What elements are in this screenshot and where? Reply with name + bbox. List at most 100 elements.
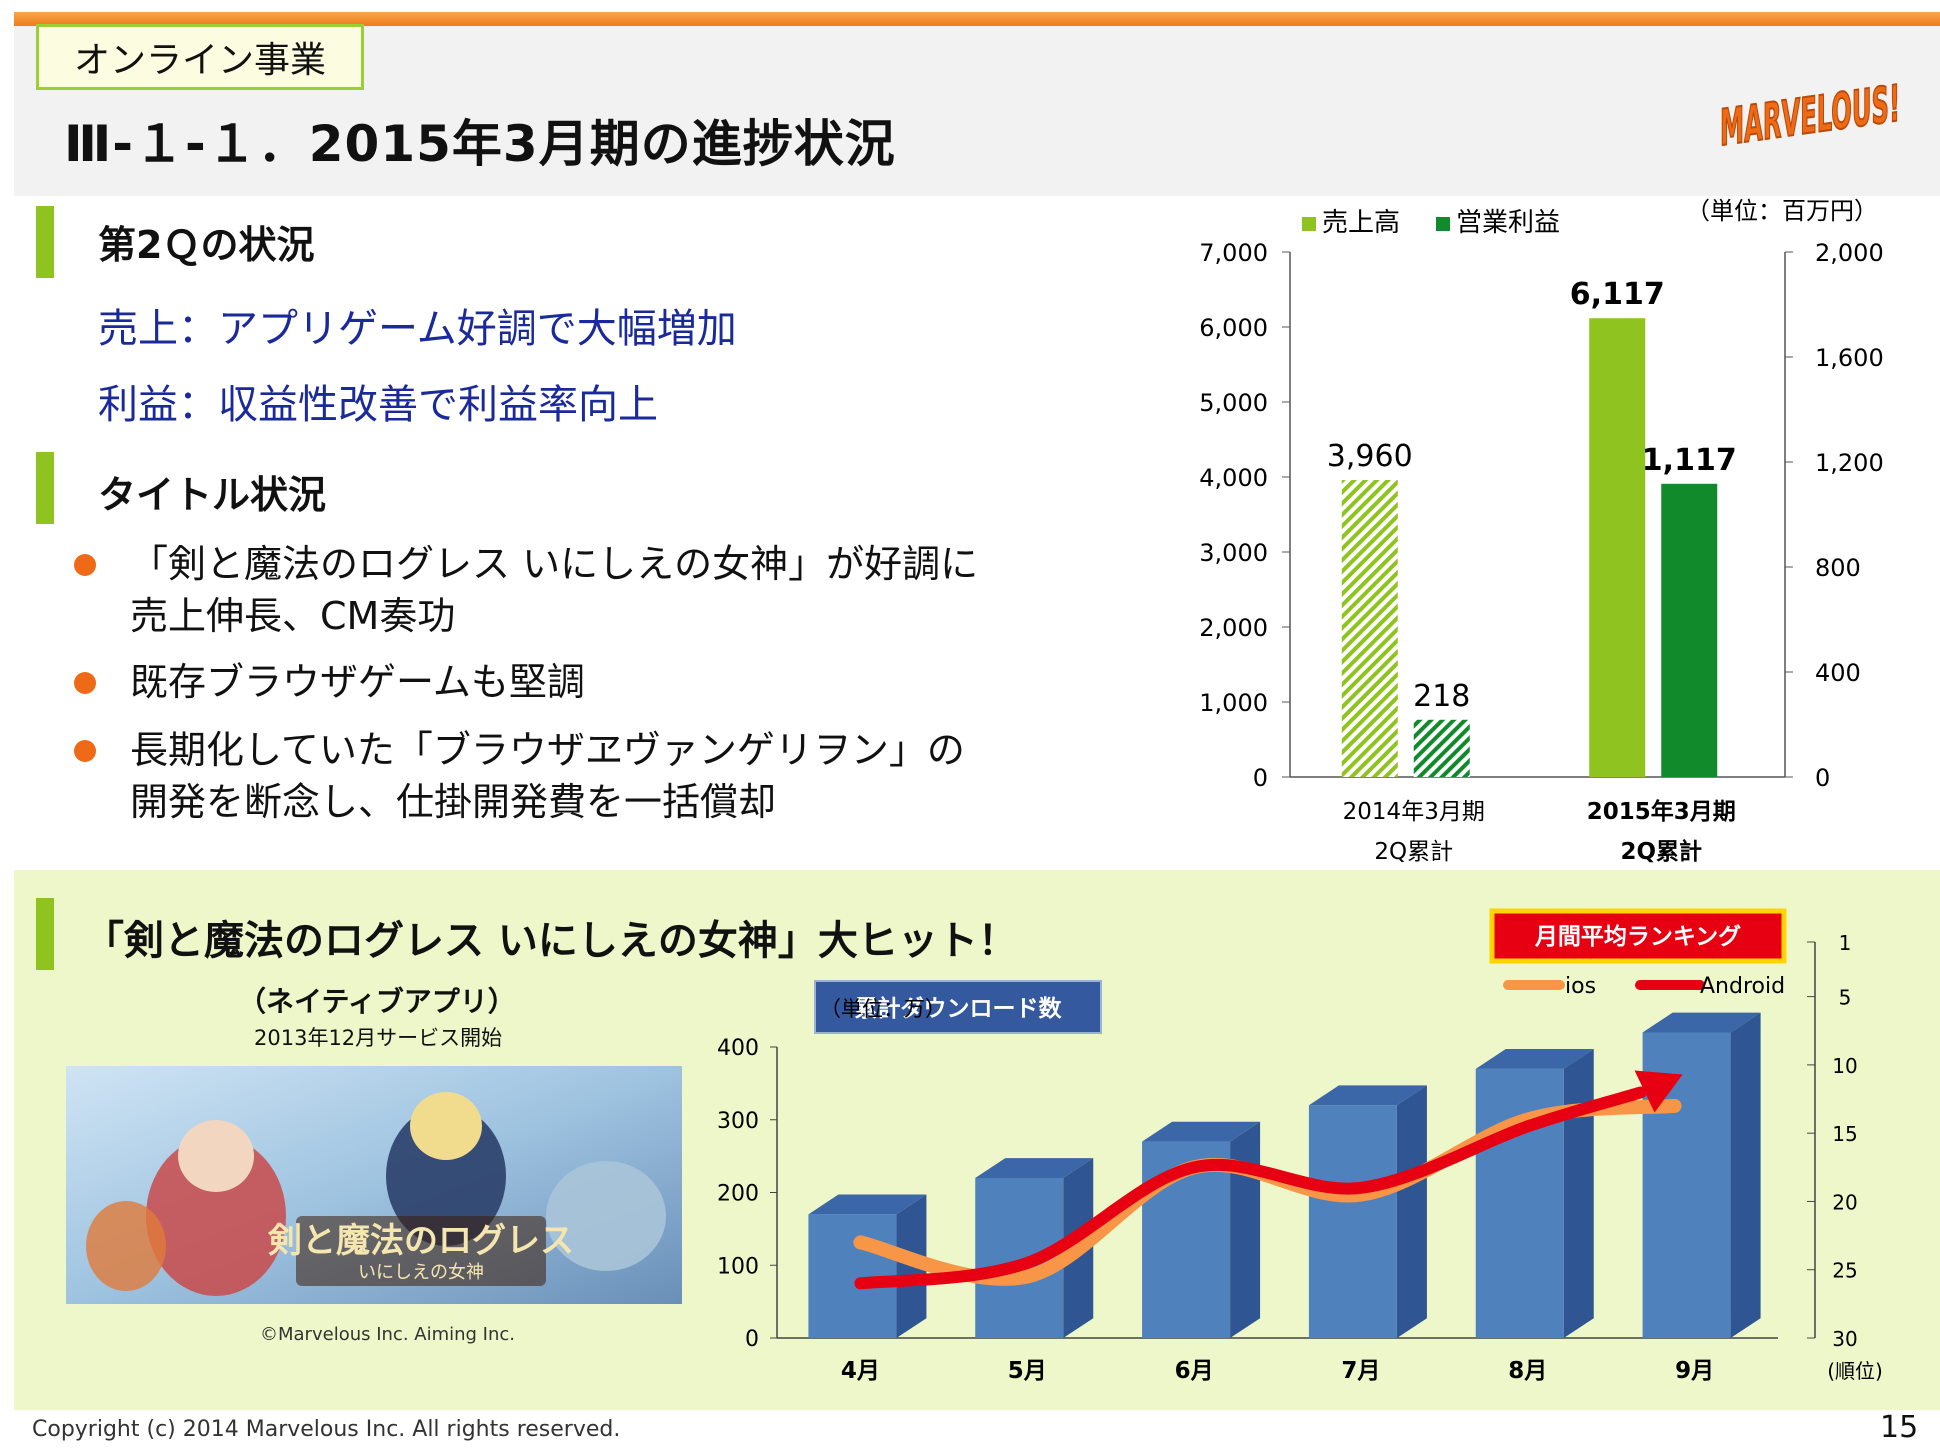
download-title: 累計ダウンロード数 — [855, 995, 1063, 1022]
page-number: 15 — [1880, 1410, 1919, 1445]
character-shape — [178, 1120, 254, 1192]
x-tick-label: 9月 — [1675, 1358, 1714, 1384]
chart-marks — [808, 1012, 1761, 1338]
y-tick-label: 7,000 — [1199, 239, 1268, 267]
data-label: 6,117 — [1570, 277, 1665, 312]
line-android — [854, 1086, 1647, 1290]
bar-sales — [1589, 318, 1646, 777]
legend-label-profit: 営業利益 — [1456, 208, 1560, 238]
x-tick-label: 2Q累計 — [1374, 839, 1453, 865]
service-start-label: 2013年12月サービス開始 — [254, 1026, 503, 1050]
x-tick-label: 8月 — [1508, 1358, 1547, 1384]
bar-top — [808, 1194, 927, 1215]
y2-tick-label: 0 — [1815, 764, 1830, 792]
chart-marks: 3,960 218 6,117 1,117 — [1327, 277, 1737, 777]
legend-swatch-sales — [1302, 217, 1316, 231]
game-logo-text: 剣と魔法のログレス — [267, 1221, 574, 1261]
y-tick-label: 400 — [717, 1036, 759, 1061]
y2-tick-label: 5 — [1839, 986, 1852, 1010]
section-marker — [36, 206, 54, 278]
y-tick-label: 6,000 — [1199, 314, 1268, 342]
y-tick-label: 0 — [1253, 764, 1268, 792]
bar-top — [1142, 1121, 1261, 1142]
y2-tick-label: 1,200 — [1815, 449, 1884, 477]
section-heading-q2: 第2Ｑの状況 — [98, 223, 315, 267]
y-tick-label: 2,000 — [1199, 614, 1268, 642]
bar-side — [1230, 1121, 1261, 1338]
download-unit-label: （単位：万） — [820, 997, 946, 1021]
sales-status-line: 売上：アプリゲーム好調で大幅増加 — [98, 306, 737, 352]
download-title-box — [814, 980, 1102, 1034]
logo-text: MARVELOUS! — [1720, 73, 1900, 154]
bar-sales — [1341, 480, 1398, 777]
creature-shape — [546, 1161, 666, 1271]
x-tick-label: 2Q累計 — [1620, 838, 1702, 865]
bar-profit — [1661, 483, 1718, 777]
x-tick-label: 6月 — [1175, 1358, 1214, 1384]
chart-unit-label: （単位：百万円） — [1686, 197, 1878, 225]
android-arrowhead — [1634, 1070, 1683, 1113]
marvelous-logo: MARVELOUS! — [1719, 72, 1901, 154]
bar-top — [1642, 1012, 1761, 1033]
legend-label-ios: ios — [1565, 974, 1596, 999]
y2-axis-label: (順位) — [1827, 1359, 1883, 1383]
y2-tick-label: 1 — [1839, 931, 1852, 955]
data-label: 218 — [1413, 679, 1470, 714]
y2-tick-label: 25 — [1832, 1259, 1857, 1283]
header-accent-bar — [14, 12, 1940, 26]
section-marker — [36, 898, 54, 970]
bar-side — [1563, 1049, 1594, 1338]
bullet-dot — [74, 740, 96, 762]
ranking-title-box — [1489, 908, 1787, 964]
page-title: Ⅲ-１-１．2015年3月期の進捗状況 — [64, 115, 896, 173]
y-tick-label: 4,000 — [1199, 464, 1268, 492]
chart-axes: 0 1,000 2,000 3,000 4,000 5,000 6,000 7,000 0 400… — [1199, 239, 1883, 865]
ranking-title: 月間平均ランキング — [1534, 923, 1741, 950]
bullet-text: 長期化していた「ブラウザヱヴァンゲリヲン」の 開発を断念し、仕掛開発費を一括償却 — [130, 728, 965, 824]
section-heading-logres: 「剣と魔法のログレス いにしえの女神」大ヒット！ — [84, 918, 1018, 964]
y-tick-label: 200 — [717, 1182, 759, 1207]
y-tick-label: 3,000 — [1199, 539, 1268, 567]
bar-side — [1396, 1085, 1427, 1338]
bullet-text: 「剣と魔法のログレス いにしえの女神」が好調に 売上伸長、CM奏功 — [130, 542, 979, 638]
image-credit: ©Marvelous Inc. Aiming Inc. — [260, 1324, 516, 1345]
legend-label-sales: 売上高 — [1322, 208, 1400, 238]
section-marker — [36, 452, 54, 524]
y2-tick-label: 1,600 — [1815, 344, 1884, 372]
y2-tick-label: 15 — [1832, 1122, 1857, 1146]
bar-top — [1308, 1085, 1427, 1106]
bullet-dot — [74, 554, 96, 576]
chart-legend: 売上高 営業利益 （単位：百万円） — [1302, 197, 1878, 238]
character-shape — [86, 1201, 166, 1291]
bullet-dot — [74, 672, 96, 694]
y-tick-label: 1,000 — [1199, 689, 1268, 717]
y2-tick-label: 20 — [1832, 1190, 1857, 1214]
data-label: 1,117 — [1642, 443, 1737, 478]
character-shape — [146, 1136, 286, 1296]
bar-top — [1475, 1049, 1594, 1069]
x-tick-label: 2015年3月期 — [1587, 798, 1736, 825]
x-tick-label: 4月 — [841, 1358, 880, 1384]
bar-profit — [1413, 719, 1470, 777]
y-tick-label: 5,000 — [1199, 389, 1268, 417]
left-margin — [0, 0, 14, 1450]
title-plate — [296, 1216, 546, 1286]
y-tick-label: 100 — [717, 1254, 759, 1279]
bar-downloads — [1308, 1105, 1397, 1338]
y2-tick-label: 800 — [1815, 554, 1861, 582]
native-app-label: （ネイティブアプリ） — [238, 985, 516, 1018]
copyright: Copyright (c) 2014 Marvelous Inc. All ri… — [32, 1417, 621, 1442]
chart-overlay: （単位：万） — [820, 997, 946, 1021]
y2-tick-label: 10 — [1832, 1054, 1857, 1078]
profit-status-line: 利益：収益性改善で利益率向上 — [98, 382, 658, 428]
character-shape — [410, 1092, 482, 1160]
sales-profit-chart: 0 1,000 2,000 3,000 4,000 5,000 6,000 7,000 0 400… — [1199, 197, 1883, 865]
game-logo-subtext: いにしえの女神 — [358, 1262, 484, 1283]
x-tick-label: 2014年3月期 — [1343, 799, 1485, 825]
y2-tick-label: 30 — [1832, 1327, 1857, 1351]
bar-top — [975, 1158, 1094, 1178]
section-heading-titles: タイトル状況 — [98, 473, 327, 517]
bar-side — [1730, 1012, 1761, 1338]
y2-tick-label: 2,000 — [1815, 239, 1884, 267]
